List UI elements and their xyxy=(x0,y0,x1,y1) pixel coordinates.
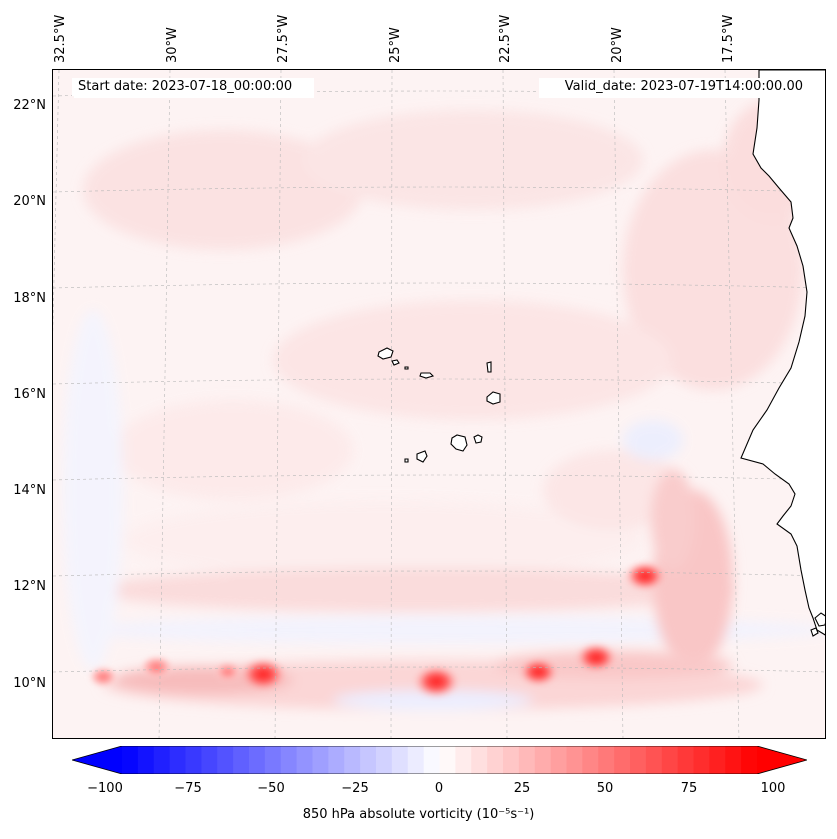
vorticity-maximum xyxy=(412,664,461,699)
colorbar-label: 850 hPa absolute vorticity (10⁻⁵s⁻¹) xyxy=(302,807,535,822)
lat-label-12n: 12°N xyxy=(13,579,46,594)
colorbar-band xyxy=(137,746,155,774)
colorbar-band xyxy=(677,746,695,774)
colorbar-band xyxy=(376,746,393,774)
africa-coastline xyxy=(740,70,825,636)
colorbar-band xyxy=(391,746,409,774)
colorbar-tick: −75 xyxy=(174,781,202,796)
vorticity-maximum xyxy=(88,666,118,688)
colorbar-band xyxy=(328,746,345,774)
colorbar-band xyxy=(471,746,488,774)
lon-label-30w: 30°W xyxy=(165,27,180,63)
lon-label-22-5w: 22.5°W xyxy=(498,14,513,63)
colorbar-tick: −25 xyxy=(341,781,369,796)
vorticity-field xyxy=(53,70,825,738)
colorbar-tick: 100 xyxy=(760,781,786,796)
colorbar-band xyxy=(296,746,314,774)
lat-label-10n: 10°N xyxy=(13,676,46,691)
vorticity-maximum xyxy=(140,655,173,679)
colorbar-band xyxy=(360,746,377,774)
colorbar-min-extend xyxy=(72,746,122,774)
colorbar-band xyxy=(550,746,568,774)
colorbar-band xyxy=(630,746,647,774)
lon-label-25w: 25°W xyxy=(388,27,403,63)
cape-verde-islands xyxy=(377,347,501,463)
colorbar-band xyxy=(233,746,250,774)
colorbar-band xyxy=(312,746,329,774)
colorbar-band xyxy=(725,746,742,774)
vorticity-maximum xyxy=(623,560,667,592)
vorticity-maximum xyxy=(239,657,288,692)
colorbar-tick: 50 xyxy=(596,781,614,796)
valid-date-label: Valid_date: 2023-07-19T14:00:00.00 xyxy=(558,78,809,96)
colorbar-tick: −50 xyxy=(257,781,285,796)
colorbar-band xyxy=(614,746,631,774)
colorbar-band xyxy=(249,746,266,774)
vorticity-maximum xyxy=(574,642,618,673)
colorbar-band xyxy=(518,746,536,774)
colorbar-band xyxy=(455,746,472,774)
lon-label-17-5w: 17.5°W xyxy=(721,14,736,63)
lon-label-20w: 20°W xyxy=(610,27,625,63)
vorticity-map xyxy=(52,69,826,739)
colorbar-band xyxy=(280,746,298,774)
colorbar-band xyxy=(534,746,552,774)
colorbar-band xyxy=(185,746,202,774)
colorbar-band xyxy=(407,746,425,774)
colorbar-band xyxy=(693,746,710,774)
colorbar-band xyxy=(661,746,679,774)
lat-label-20n: 20°N xyxy=(13,194,46,209)
start-date-label: Start date: 2023-07-18_00:00:00 xyxy=(72,78,299,96)
colorbar-band xyxy=(153,746,171,774)
lat-label-16n: 16°N xyxy=(13,387,46,402)
colorbar-band xyxy=(264,746,282,774)
colorbar-band xyxy=(344,746,361,774)
colorbar-band xyxy=(645,746,663,774)
lat-label-22n: 22°N xyxy=(13,98,46,113)
colorbar-tick: −100 xyxy=(87,781,123,796)
colorbar-band xyxy=(122,746,139,774)
colorbar-band xyxy=(217,746,234,774)
colorbar-max-extend xyxy=(757,746,807,774)
colorbar-tick: 0 xyxy=(434,781,444,796)
lon-label-32-5w: 32.5°W xyxy=(53,14,68,63)
colorbar-band xyxy=(423,746,441,774)
colorbar-band xyxy=(169,746,187,774)
colorbar-band xyxy=(201,746,218,774)
lon-label-27-5w: 27.5°W xyxy=(276,14,291,63)
colorbar-band xyxy=(582,746,599,774)
colorbar-band xyxy=(566,746,583,774)
colorbar-band xyxy=(487,746,504,774)
vorticity-maximum xyxy=(214,662,242,682)
colorbar-band xyxy=(741,746,758,774)
colorbar-band xyxy=(439,746,456,774)
lat-label-14n: 14°N xyxy=(13,483,46,498)
colorbar-tick: 25 xyxy=(513,781,531,796)
colorbar xyxy=(72,746,807,774)
colorbar-band xyxy=(503,746,520,774)
colorbar-tick: 75 xyxy=(680,781,698,796)
lat-label-18n: 18°N xyxy=(13,291,46,306)
vorticity-maximum xyxy=(517,657,560,687)
colorbar-band xyxy=(598,746,615,774)
colorbar-band xyxy=(709,746,726,774)
